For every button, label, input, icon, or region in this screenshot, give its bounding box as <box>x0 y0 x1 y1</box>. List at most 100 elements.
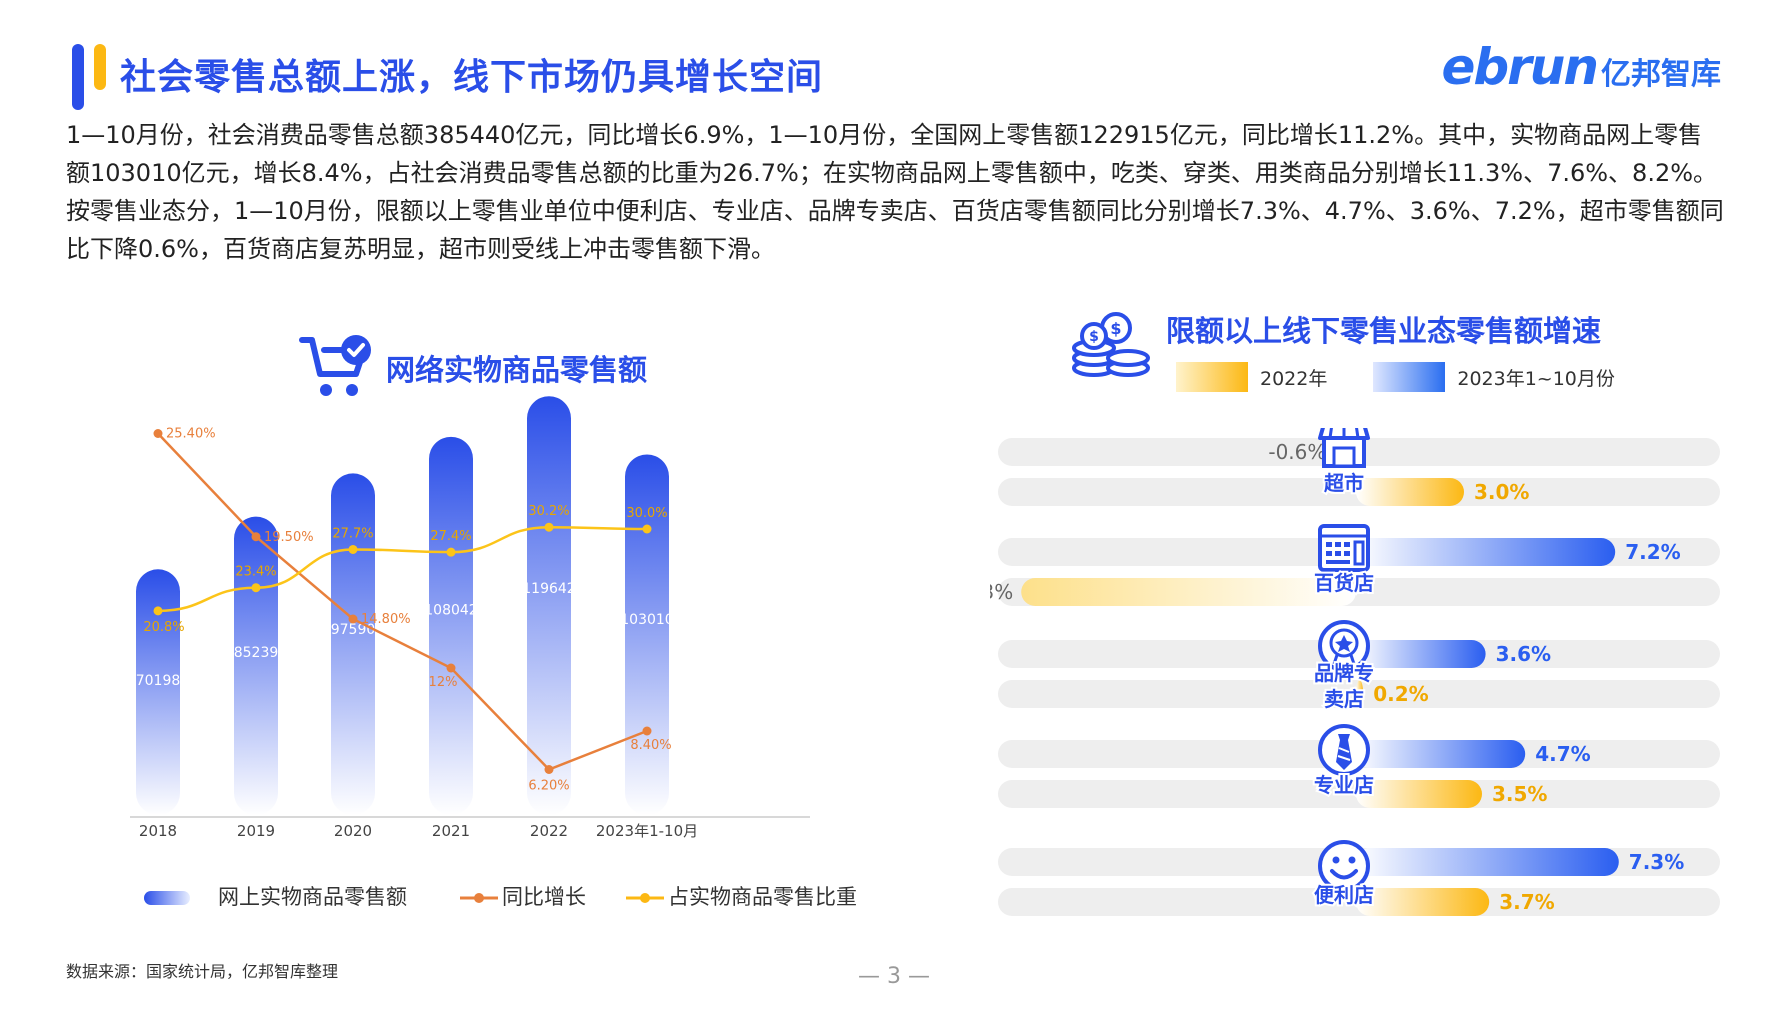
share-line <box>157 525 648 613</box>
x-tick-label: 2018 <box>139 822 177 840</box>
bar-value-label: 3.7% <box>1499 890 1554 914</box>
bar-2023-百货店 <box>1356 538 1616 566</box>
bar-2021 <box>429 436 473 815</box>
x-tick-label: 2023年1-10月 <box>596 822 698 840</box>
yoy-label: 25.40% <box>166 427 216 442</box>
bar-value-label: 97590 <box>331 622 376 638</box>
bar-value-label: 3.6% <box>1496 642 1551 666</box>
svg-text:$: $ <box>1110 319 1121 338</box>
category-label: 超市 <box>1323 471 1364 495</box>
bar-value-label: -9.3% <box>990 580 1013 604</box>
right-chart-title-text: 限额以上线下零售业态零售额增速 <box>1166 314 1602 348</box>
x-tick-label: 2020 <box>334 822 372 840</box>
yoy-point <box>251 532 261 542</box>
svg-text:$: $ <box>1089 329 1099 345</box>
legend-bar-swatch <box>144 891 190 905</box>
share-label: 30.2% <box>528 504 569 519</box>
legend-yoy-label: 同比增长 <box>502 885 586 909</box>
legend-2022-swatch <box>1176 362 1248 392</box>
bar-2019 <box>234 516 278 815</box>
share-point <box>446 547 456 557</box>
yoy-label: 6.20% <box>528 779 569 794</box>
yoy-point <box>153 429 163 438</box>
share-point <box>153 606 163 616</box>
bar-2022-超市 <box>1356 478 1464 506</box>
bar-value-label: 0.2% <box>1373 682 1428 706</box>
yoy-point <box>642 726 652 736</box>
bar-value-label: 85239 <box>234 645 279 661</box>
x-tick-label: 2019 <box>237 822 275 840</box>
yoy-label: 8.40% <box>630 738 671 753</box>
bar-2022-百货店 <box>1021 578 1356 606</box>
yoy-point <box>544 765 554 774</box>
bar-value-label: 7.3% <box>1629 850 1684 874</box>
bar-value-label: 119642 <box>522 581 575 597</box>
data-source-note: 数据来源：国家统计局，亿邦智库整理 <box>66 962 339 981</box>
bar-2020 <box>331 473 375 815</box>
right-chart-title: $ $ 限额以上线下零售业态零售额增速 <box>1068 308 1601 380</box>
legend-2023-label: 2023年1~10月份 <box>1457 367 1615 390</box>
yoy-point <box>446 663 456 673</box>
bar-value-label: 3.0% <box>1474 480 1529 504</box>
cart-check-icon <box>299 335 371 396</box>
intro-paragraph-2: 按零售业态分，1—10月份，限额以上零售业单位中便利店、专业店、品牌专卖店、百货… <box>66 197 1724 263</box>
right-chart-legend: 2022年 2023年1~10月份 <box>1176 362 1615 392</box>
yoy-label: 14.80% <box>361 612 411 627</box>
bar-2022 <box>527 396 571 815</box>
necktie-icon <box>1318 724 1370 776</box>
legend-2022-label: 2022年 <box>1260 367 1328 390</box>
bar-2018 <box>136 569 180 815</box>
left-chart-title-text: 网络实物商品零售额 <box>386 353 648 387</box>
bar-2023-便利店 <box>1356 848 1619 876</box>
bar-2022-便利店 <box>1356 888 1490 916</box>
bar-value-label: 7.2% <box>1625 540 1680 564</box>
bar-value-label: -0.6% <box>1268 440 1326 464</box>
yoy-label: 12% <box>429 675 458 690</box>
share-label: 20.8% <box>143 620 184 635</box>
legend-share-label: 占实物商品零售比重 <box>668 885 857 909</box>
yoy-growth-line <box>157 432 648 771</box>
category-label: 专业店 <box>1314 773 1374 797</box>
yoy-point <box>348 614 358 624</box>
share-point <box>251 583 261 593</box>
x-tick-label: 2022 <box>530 822 568 840</box>
title-accent <box>72 44 112 110</box>
share-label: 27.4% <box>430 529 471 544</box>
intro-text: 1—10月份，社会消费品零售总额385440亿元，同比增长6.9%，1—10月份… <box>66 116 1726 268</box>
legend-bar-label: 网上实物商品零售额 <box>218 885 407 909</box>
register-icon <box>1318 524 1370 572</box>
bar-value-label: 103010 <box>620 612 673 628</box>
category-label: 百货店 <box>1314 571 1374 595</box>
intro-paragraph-1: 1—10月份，社会消费品零售总额385440亿元，同比增长6.9%，1—10月份… <box>66 121 1718 187</box>
page-title: 社会零售总额上涨，线下市场仍具增长空间 <box>120 57 824 98</box>
bar-value-label: 3.5% <box>1492 782 1547 806</box>
storefront-icon <box>1318 428 1370 468</box>
bar-value-label: 4.7% <box>1535 742 1590 766</box>
smiley-icon <box>1318 840 1370 892</box>
legend-2023-swatch <box>1373 362 1446 392</box>
bar-2022-品牌专卖店 <box>1356 680 1364 708</box>
offline-retail-growth-chart: -0.6% 3.0% 7.2% -9.3% 3.6% 0.2% 4.7% 3.5% 7.3% 3.… <box>990 428 1720 916</box>
badge-star-icon <box>1318 620 1370 672</box>
bar-value-label: 70198 <box>136 673 181 689</box>
share-label: 23.4% <box>235 565 276 580</box>
share-label: 30.0% <box>626 506 667 521</box>
left-chart-title: 网络实物商品零售额 <box>298 330 647 406</box>
share-point <box>544 522 554 532</box>
category-label: 品牌专卖店 <box>1314 661 1374 711</box>
share-point <box>348 544 358 554</box>
left-chart-legend: 网上实物商品零售额 同比增长 占实物商品零售比重 <box>144 885 857 909</box>
yoy-label: 19.50% <box>264 530 314 545</box>
x-tick-label: 2021 <box>432 822 470 840</box>
bar-2023-专业店 <box>1356 740 1526 768</box>
logo-cn-text: 亿邦智库 <box>1601 57 1721 92</box>
bar-2022-专业店 <box>1356 780 1482 808</box>
brand-logo: ebrun 亿邦智库 <box>1441 38 1721 96</box>
share-label: 27.7% <box>332 526 373 541</box>
bar-2023-品牌专卖店 <box>1356 640 1486 668</box>
bar-value-label: 108042 <box>424 603 477 619</box>
online-retail-chart: 70198 85239 97590 108042 119642 103010 2018 20… <box>130 396 857 909</box>
bar-2023年1-10月 <box>625 454 669 815</box>
coin-stack-icon: $ $ <box>1072 312 1150 377</box>
category-label: 便利店 <box>1314 883 1374 907</box>
